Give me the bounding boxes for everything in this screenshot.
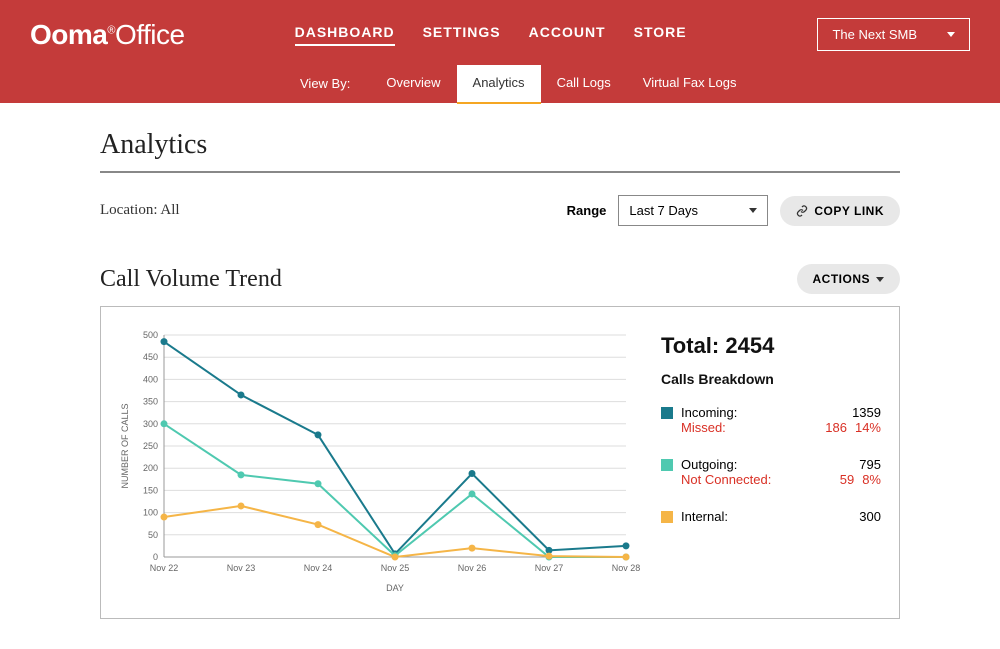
svg-text:50: 50 (148, 530, 158, 540)
series-swatch (661, 511, 673, 523)
breakdown-item: Outgoing: 795 Not Connected: 59 8% (661, 457, 881, 487)
header-top-row: Ooma®Office DASHBOARD SETTINGS ACCOUNT STOR… (0, 0, 1000, 65)
bd-value: 795 (859, 457, 881, 472)
bd-sub-value: 186 (825, 420, 847, 435)
bd-sub-label: Missed: (681, 420, 726, 435)
brand-logo[interactable]: Ooma®Office (30, 19, 185, 51)
svg-text:150: 150 (143, 485, 158, 495)
bd-sub-pct: 14% (855, 420, 881, 435)
chevron-down-icon (876, 277, 884, 282)
breakdown-lines: Incoming: 1359 Missed: 186 14% (681, 405, 881, 435)
svg-text:500: 500 (143, 330, 158, 340)
svg-text:Nov 22: Nov 22 (150, 563, 179, 573)
svg-text:DAY: DAY (386, 583, 404, 593)
section-title: Call Volume Trend (100, 266, 282, 293)
chevron-down-icon (947, 32, 955, 37)
page-content: Analytics Location: All Range Last 7 Day… (0, 103, 1000, 649)
sub-tab-analytics[interactable]: Analytics (457, 65, 541, 104)
sub-tabs: OverviewAnalyticsCall LogsVirtual Fax Lo… (370, 65, 752, 103)
bd-sub-values: 59 8% (840, 472, 881, 487)
bd-sub-label: Not Connected: (681, 472, 771, 487)
bd-sub-pct: 8% (862, 472, 881, 487)
main-nav-item-store[interactable]: STORE (634, 24, 687, 46)
breakdown-header: Calls Breakdown (661, 371, 881, 387)
svg-text:300: 300 (143, 419, 158, 429)
total-value: 2454 (725, 333, 774, 358)
viewby-label: View By: (300, 68, 370, 103)
breakdown-lines: Outgoing: 795 Not Connected: 59 8% (681, 457, 881, 487)
account-selected-label: The Next SMB (832, 27, 917, 42)
svg-text:0: 0 (153, 552, 158, 562)
filter-right: Range Last 7 Days COPY LINK (567, 195, 900, 226)
breakdown-item: Internal: 300 (661, 509, 881, 524)
link-icon (796, 205, 808, 217)
chart-area: 0 50 100 150 200 250 300 350 400 450 500 Nov 22 Nov … (111, 325, 641, 600)
range-label: Range (567, 203, 607, 218)
chart-panel: 0 50 100 150 200 250 300 350 400 450 500 Nov 22 Nov … (100, 306, 900, 619)
svg-text:Nov 23: Nov 23 (227, 563, 256, 573)
brand-reg: ® (107, 24, 115, 36)
svg-text:Nov 26: Nov 26 (458, 563, 487, 573)
bd-sub-values: 186 14% (825, 420, 881, 435)
svg-text:400: 400 (143, 374, 158, 384)
breakdown-main-line: Outgoing: 795 (681, 457, 881, 472)
section-row: Call Volume Trend ACTIONS (100, 264, 900, 294)
svg-text:100: 100 (143, 508, 158, 518)
brand-part1: Ooma (30, 19, 107, 50)
page-title: Analytics (100, 129, 900, 173)
total-label: Total: (661, 333, 719, 358)
sub-tab-virtual-fax-logs[interactable]: Virtual Fax Logs (627, 65, 753, 103)
chevron-down-icon (749, 208, 757, 213)
range-value: Last 7 Days (629, 203, 698, 218)
call-volume-chart: 0 50 100 150 200 250 300 350 400 450 500 Nov 22 Nov … (111, 325, 641, 595)
breakdown-sub-line: Missed: 186 14% (681, 420, 881, 435)
main-nav: DASHBOARD SETTINGS ACCOUNT STORE (295, 24, 687, 46)
bd-sub-value: 59 (840, 472, 854, 487)
range-select[interactable]: Last 7 Days (618, 195, 768, 226)
calls-breakdown: Total: 2454 Calls Breakdown Incoming: 135… (661, 325, 881, 600)
breakdown-sub-line: Not Connected: 59 8% (681, 472, 881, 487)
sub-nav-row: View By: OverviewAnalyticsCall LogsVirtu… (0, 65, 1000, 103)
app-header: Ooma®Office DASHBOARD SETTINGS ACCOUNT STOR… (0, 0, 1000, 103)
svg-text:Nov 28: Nov 28 (612, 563, 641, 573)
bd-label: Incoming: (681, 405, 737, 420)
breakdown-items: Incoming:1359Missed:18614%Outgoing:795No… (661, 405, 881, 524)
breakdown-total: Total: 2454 (661, 333, 881, 359)
main-nav-item-account[interactable]: ACCOUNT (529, 24, 606, 46)
breakdown-main-line: Incoming: 1359 (681, 405, 881, 420)
bd-label: Outgoing: (681, 457, 737, 472)
filter-row: Location: All Range Last 7 Days COPY LIN… (100, 195, 900, 226)
location-filter[interactable]: Location: All (100, 202, 180, 219)
svg-text:200: 200 (143, 463, 158, 473)
sub-tab-call-logs[interactable]: Call Logs (541, 65, 627, 103)
bd-value: 1359 (852, 405, 881, 420)
series-swatch (661, 459, 673, 471)
bd-value: 300 (859, 509, 881, 524)
breakdown-item: Incoming: 1359 Missed: 186 14% (661, 405, 881, 435)
breakdown-main-line: Internal: 300 (681, 509, 881, 524)
sub-tab-overview[interactable]: Overview (370, 65, 456, 103)
main-nav-item-settings[interactable]: SETTINGS (423, 24, 501, 46)
brand-part2: Office (115, 19, 185, 50)
svg-text:350: 350 (143, 397, 158, 407)
copy-link-label: COPY LINK (814, 204, 884, 218)
actions-button[interactable]: ACTIONS (797, 264, 901, 294)
svg-text:450: 450 (143, 352, 158, 362)
copy-link-button[interactable]: COPY LINK (780, 196, 900, 226)
account-selector[interactable]: The Next SMB (817, 18, 970, 51)
bd-label: Internal: (681, 509, 728, 524)
series-swatch (661, 407, 673, 419)
svg-text:250: 250 (143, 441, 158, 451)
breakdown-lines: Internal: 300 (681, 509, 881, 524)
svg-text:NUMBER OF CALLS: NUMBER OF CALLS (120, 403, 130, 488)
svg-text:Nov 27: Nov 27 (535, 563, 564, 573)
svg-text:Nov 25: Nov 25 (381, 563, 410, 573)
main-nav-item-dashboard[interactable]: DASHBOARD (295, 24, 395, 46)
actions-label: ACTIONS (813, 272, 871, 286)
svg-text:Nov 24: Nov 24 (304, 563, 333, 573)
